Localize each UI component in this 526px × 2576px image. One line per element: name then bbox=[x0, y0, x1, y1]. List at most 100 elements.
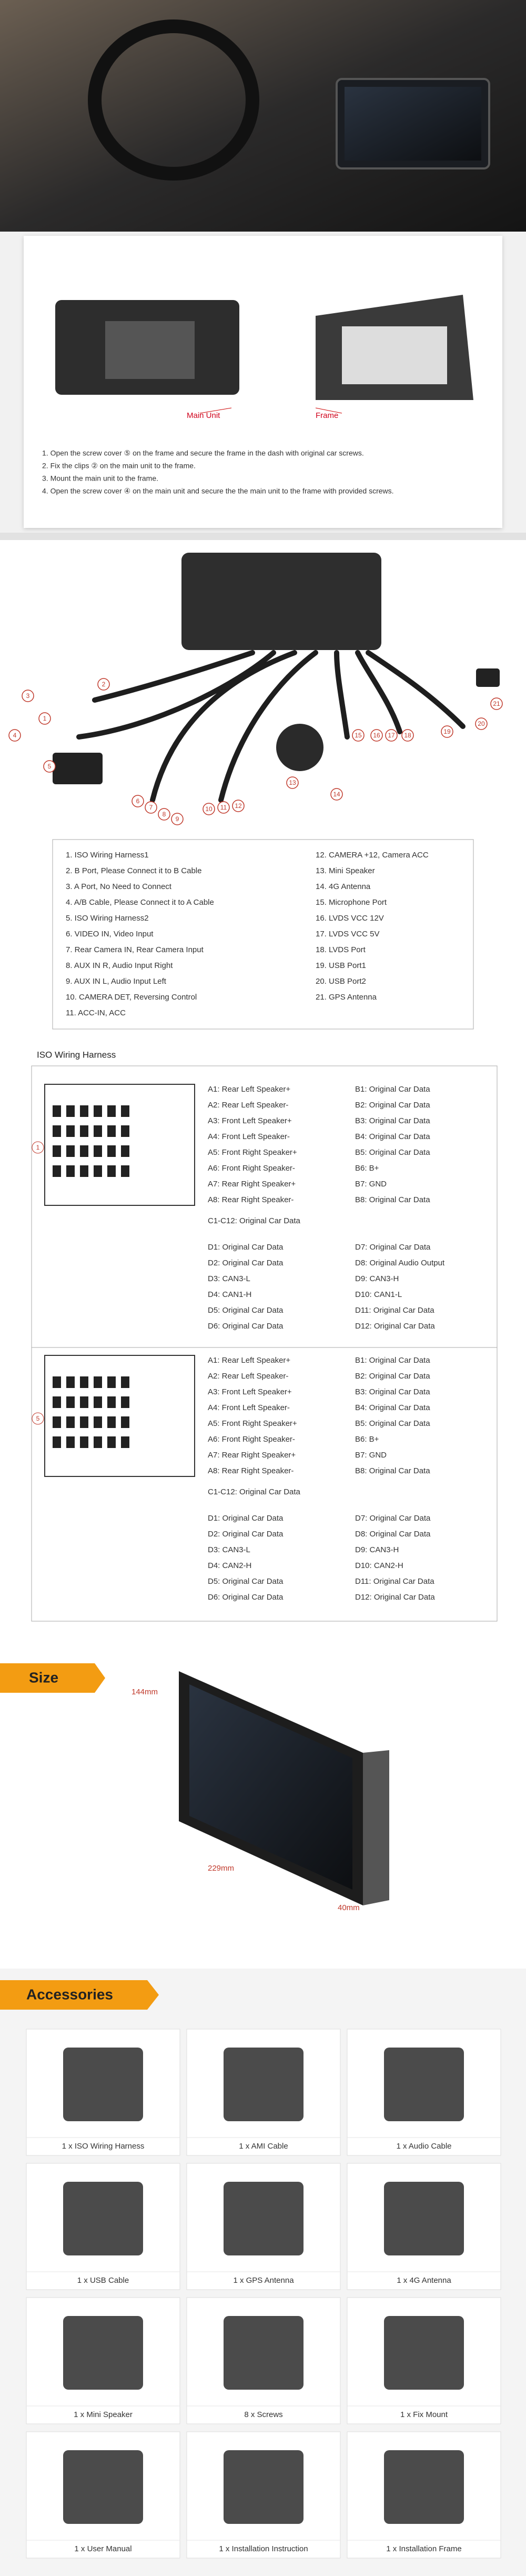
pin-a: A8: Rear Right Speaker- bbox=[208, 1466, 294, 1475]
callout-circle bbox=[490, 697, 503, 710]
callout-number: 21 bbox=[493, 700, 500, 707]
dash-screen-display bbox=[345, 87, 481, 161]
pin-d: D2: Original Car Data bbox=[208, 1530, 284, 1539]
callout-number: 15 bbox=[355, 732, 362, 739]
pin-b: B1: Original Car Data bbox=[355, 1356, 430, 1365]
pin-d: D9: CAN3-H bbox=[355, 1545, 399, 1554]
legend-item: 10. CAMERA DET, Reversing Control bbox=[66, 993, 197, 1002]
pin-a: A4: Front Left Speaker- bbox=[208, 1403, 290, 1412]
pin-a: A1: Rear Left Speaker+ bbox=[208, 1085, 290, 1094]
callout-number: 9 bbox=[176, 815, 179, 823]
main-unit-pointer bbox=[199, 407, 232, 414]
pin-a: A6: Front Right Speaker- bbox=[208, 1164, 295, 1173]
pin-b: B7: GND bbox=[355, 1451, 387, 1460]
legend-item: 20. USB Port2 bbox=[316, 977, 366, 986]
callout-circle bbox=[203, 803, 215, 815]
pin-d: D12: Original Car Data bbox=[355, 1593, 435, 1602]
legend-item: 8. AUX IN R, Audio Input Right bbox=[66, 961, 173, 970]
connector-pin bbox=[121, 1125, 129, 1137]
legend-item: 12. CAMERA +12, Camera ACC bbox=[316, 851, 429, 860]
connector-pin bbox=[107, 1396, 116, 1408]
accessory-caption: 1 x Mini Speaker bbox=[74, 2410, 133, 2419]
device-screen bbox=[189, 1684, 352, 1890]
callout-circle bbox=[22, 690, 34, 702]
pin-b: B3: Original Car Data bbox=[355, 1116, 430, 1125]
connector-pin bbox=[80, 1376, 88, 1388]
callout-number: 10 bbox=[205, 805, 213, 813]
pin-d: D10: CAN2-H bbox=[355, 1561, 403, 1570]
pin-a: A3: Front Left Speaker+ bbox=[208, 1116, 292, 1125]
pin-a: A2: Rear Left Speaker- bbox=[208, 1372, 288, 1381]
legend-item: 14. 4G Antenna bbox=[316, 882, 371, 891]
pin-b: B5: Original Car Data bbox=[355, 1148, 430, 1157]
connector-pin bbox=[94, 1145, 102, 1157]
accessory-image bbox=[224, 2182, 304, 2255]
pin-b: B5: Original Car Data bbox=[355, 1419, 430, 1428]
connector-pin bbox=[66, 1165, 75, 1177]
connector-pin bbox=[121, 1416, 129, 1428]
connector-image bbox=[44, 1084, 195, 1206]
frame-pointer bbox=[315, 407, 342, 414]
connector-pin bbox=[66, 1376, 75, 1388]
connector-pin bbox=[107, 1125, 116, 1137]
connector-pin bbox=[94, 1376, 102, 1388]
callout-circle bbox=[475, 717, 488, 730]
pin-a: A5: Front Right Speaker+ bbox=[208, 1148, 297, 1157]
connector-number: 1 bbox=[36, 1144, 40, 1151]
pin-a: A5: Front Right Speaker+ bbox=[208, 1419, 297, 1428]
frame-label: Frame bbox=[316, 411, 338, 420]
pin-c: C1-C12: Original Car Data bbox=[208, 1216, 301, 1225]
legend-item: 4. A/B Cable, Please Connect it to A Cab… bbox=[66, 898, 214, 907]
callout-number: 12 bbox=[235, 802, 242, 810]
accessory-caption: 1 x 4G Antenna bbox=[397, 2276, 451, 2285]
callout-number: 6 bbox=[136, 797, 140, 805]
connector-pin bbox=[80, 1396, 88, 1408]
pin-b: B1: Original Car Data bbox=[355, 1085, 430, 1094]
wiring-cables bbox=[76, 650, 466, 803]
accessory-image bbox=[63, 2316, 143, 2390]
pin-d: D4: CAN2-H bbox=[208, 1561, 251, 1570]
pin-d: D1: Original Car Data bbox=[208, 1514, 284, 1523]
connector-pin bbox=[121, 1396, 129, 1408]
legend-item: 2. B Port, Please Connect it to B Cable bbox=[66, 866, 201, 875]
accessory-image bbox=[63, 2048, 143, 2121]
legend-item: 1. ISO Wiring Harness1 bbox=[66, 851, 149, 860]
callout-number: 18 bbox=[404, 732, 411, 739]
pin-d: D5: Original Car Data bbox=[208, 1306, 284, 1315]
legend-box bbox=[52, 839, 474, 1030]
pin-d: D11: Original Car Data bbox=[355, 1306, 434, 1315]
pin-a: A4: Front Left Speaker- bbox=[208, 1132, 290, 1141]
accessory-image bbox=[63, 2450, 143, 2524]
size-title: Size bbox=[29, 1669, 58, 1685]
depth-dim: 40mm bbox=[338, 1903, 360, 1912]
connector-pin bbox=[53, 1416, 61, 1428]
callout-number: 5 bbox=[48, 763, 52, 770]
accessory-caption: 1 x Audio Cable bbox=[396, 2142, 451, 2151]
accessory-caption: 1 x Fix Mount bbox=[400, 2410, 448, 2419]
accessory-caption: 1 x Installation Frame bbox=[386, 2544, 461, 2553]
connector-pin bbox=[94, 1436, 102, 1448]
connector-pin bbox=[66, 1105, 75, 1117]
iso-connector-image bbox=[53, 753, 103, 784]
legend-item: 17. LVDS VCC 5V bbox=[316, 930, 379, 938]
callout-circle bbox=[232, 800, 245, 812]
callout-circle bbox=[217, 801, 230, 814]
callout-number: 17 bbox=[388, 732, 395, 739]
connector-pin bbox=[53, 1165, 61, 1177]
legend-item: 5. ISO Wiring Harness2 bbox=[66, 914, 149, 923]
accessory-image bbox=[224, 2450, 304, 2524]
connector-circle bbox=[32, 1141, 44, 1154]
frame-opening bbox=[342, 326, 447, 384]
pin-a: A3: Front Left Speaker+ bbox=[208, 1387, 292, 1396]
callout-circle bbox=[145, 801, 157, 814]
connector-pin bbox=[107, 1145, 116, 1157]
connector-pin bbox=[80, 1125, 88, 1137]
width-dim: 229mm bbox=[208, 1864, 234, 1873]
connector-pin bbox=[107, 1376, 116, 1388]
legend-item: 13. Mini Speaker bbox=[316, 866, 375, 875]
connector-pin bbox=[107, 1105, 116, 1117]
callout-number: 8 bbox=[163, 811, 166, 818]
connector-pin bbox=[66, 1125, 75, 1137]
accessory-image bbox=[63, 2182, 143, 2255]
callout-number: 1 bbox=[43, 715, 47, 722]
